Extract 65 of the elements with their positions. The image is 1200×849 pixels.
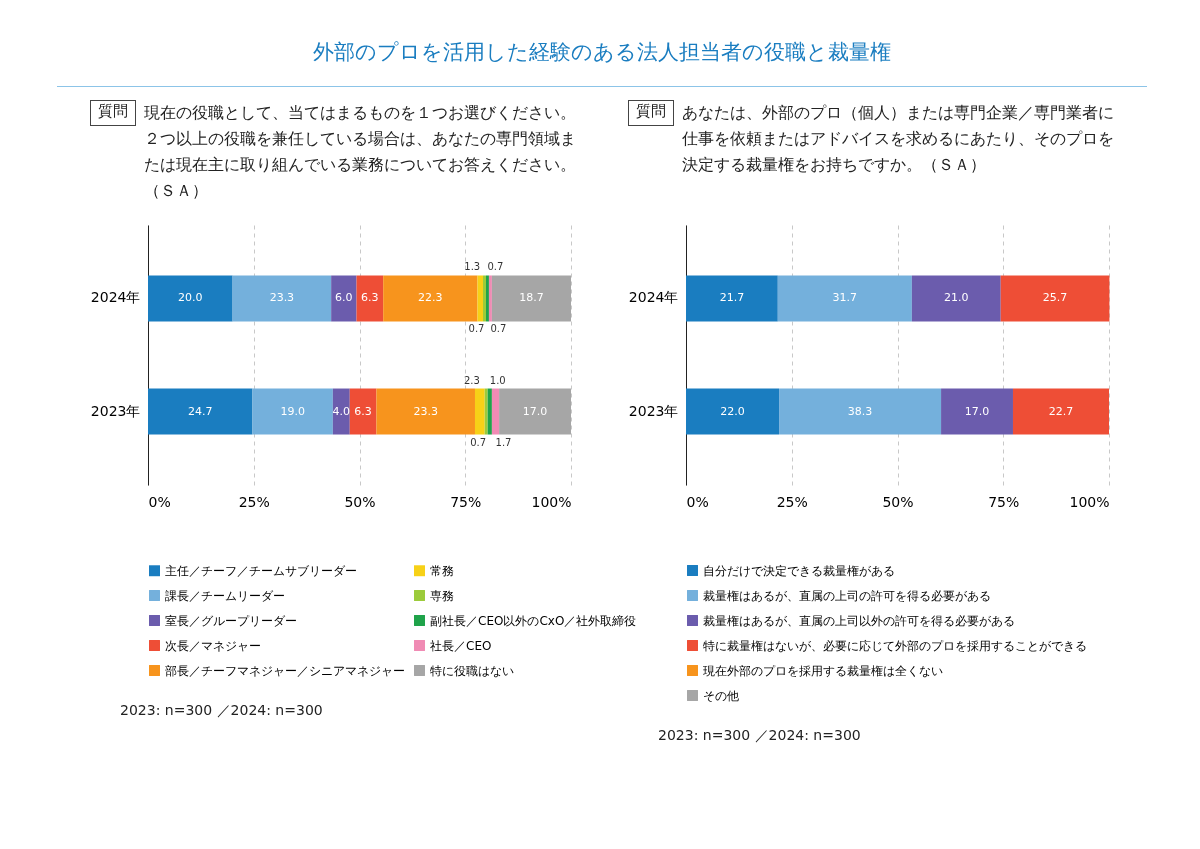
data-label: 18.7 (519, 291, 544, 305)
x-tick-label: 100% (531, 493, 572, 510)
legend-label: 常務 (430, 563, 454, 578)
data-label: 6.3 (354, 404, 372, 418)
data-label: 0.7 (468, 323, 485, 335)
y-tick-label: 2023年 (90, 402, 141, 419)
data-label: 4.0 (332, 404, 351, 418)
y-tick-label: 2024年 (628, 289, 679, 306)
legend-label: 部長／チーフマネジャー／シニアマネジャー (165, 663, 405, 678)
data-label: 19.0 (280, 404, 305, 418)
data-label: 21.7 (719, 291, 745, 305)
data-label: 23.3 (269, 291, 295, 305)
legend-label: 特に役職はない (430, 663, 514, 678)
text: 質問 (90, 100, 136, 126)
legend-label: 裁量権はあるが、直属の上司の許可を得る必要がある (703, 588, 991, 603)
text: 2023: n=300 ／2024: n=300 (120, 702, 324, 720)
x-tick-label: 100% (1069, 493, 1110, 510)
legend-label: 自分だけで決定できる裁量権がある (703, 563, 895, 578)
data-label: 0.7 (487, 261, 504, 273)
data-label: 2.3 (463, 374, 480, 386)
data-label: 1.7 (495, 436, 512, 448)
data-label: 0.7 (490, 323, 507, 335)
chart-subtitle: 現在の役職として、当てはまるものを１つお選びください。２つ以上の役職を兼任している場合は、あなたの専門領域または現在主に取り組んでいる業務についてお答えください。（ＳＡ） (144, 102, 577, 202)
y-tick-label: 2023年 (628, 402, 679, 419)
y-tick-label: 2024年 (90, 289, 141, 306)
legend-label: 次長／マネジャー (165, 638, 261, 653)
data-label: 6.3 (361, 291, 379, 305)
data-label: 17.0 (964, 404, 990, 418)
x-tick-label: 50% (882, 493, 914, 510)
x-tick-label: 0% (148, 493, 171, 510)
chart-title: 外部のプロを活用した経験のある法人担当者の役職と裁量権 (312, 39, 892, 66)
data-label: 0.7 (470, 436, 487, 448)
data-label: 23.3 (413, 404, 438, 418)
data-label: 1.3 (464, 261, 481, 273)
legend-label: 現在外部のプロを採用する裁量権は全くない (703, 663, 943, 678)
x-tick-label: 75% (450, 493, 482, 510)
data-label: 20.0 (178, 291, 203, 305)
x-tick-label: 50% (344, 493, 376, 510)
data-label: 6.0 (335, 291, 353, 305)
legend-label: 裁量権はあるが、直属の上司以外の許可を得る必要がある (703, 613, 1015, 628)
x-tick-label: 25% (776, 493, 808, 510)
data-label: 22.0 (720, 404, 745, 418)
legend-label: 室長／グループリーダー (165, 613, 297, 628)
legend-label: 課長／チームリーダー (165, 588, 285, 603)
data-label: 1.0 (489, 374, 506, 386)
legend-label: 社長／CEO (430, 638, 492, 653)
legend-label: 主任／チーフ／チームサブリーダー (165, 563, 357, 578)
data-label: 17.0 (522, 404, 548, 418)
legend-label: 専務 (430, 588, 454, 603)
legend-label: 特に裁量権はないが、必要に応じて外部のプロを採用することができる (703, 638, 1087, 653)
data-label: 22.7 (1048, 404, 1074, 418)
legend-label: 副社長／CEO以外のCxO／社外取締役 (430, 613, 637, 628)
data-label: 25.7 (1042, 291, 1068, 305)
data-label: 31.7 (832, 291, 858, 305)
x-tick-label: 0% (686, 493, 709, 510)
legend-label: その他 (703, 688, 739, 703)
data-label: 22.3 (418, 291, 443, 305)
text: 質問 (628, 100, 674, 126)
data-label: 38.3 (847, 404, 873, 418)
data-label: 24.7 (187, 404, 213, 418)
x-tick-label: 75% (988, 493, 1020, 510)
x-tick-label: 25% (238, 493, 270, 510)
chart-subtitle: あなたは、外部のプロ（個人）または専門企業／専門業者に仕事を依頼またはアドバイスを求めるにあたり、そのプロを決定する裁量権をお持ちですか。（ＳＡ） (682, 102, 1115, 176)
text: 2023: n=300 ／2024: n=300 (658, 727, 862, 745)
data-label: 21.0 (944, 291, 969, 305)
